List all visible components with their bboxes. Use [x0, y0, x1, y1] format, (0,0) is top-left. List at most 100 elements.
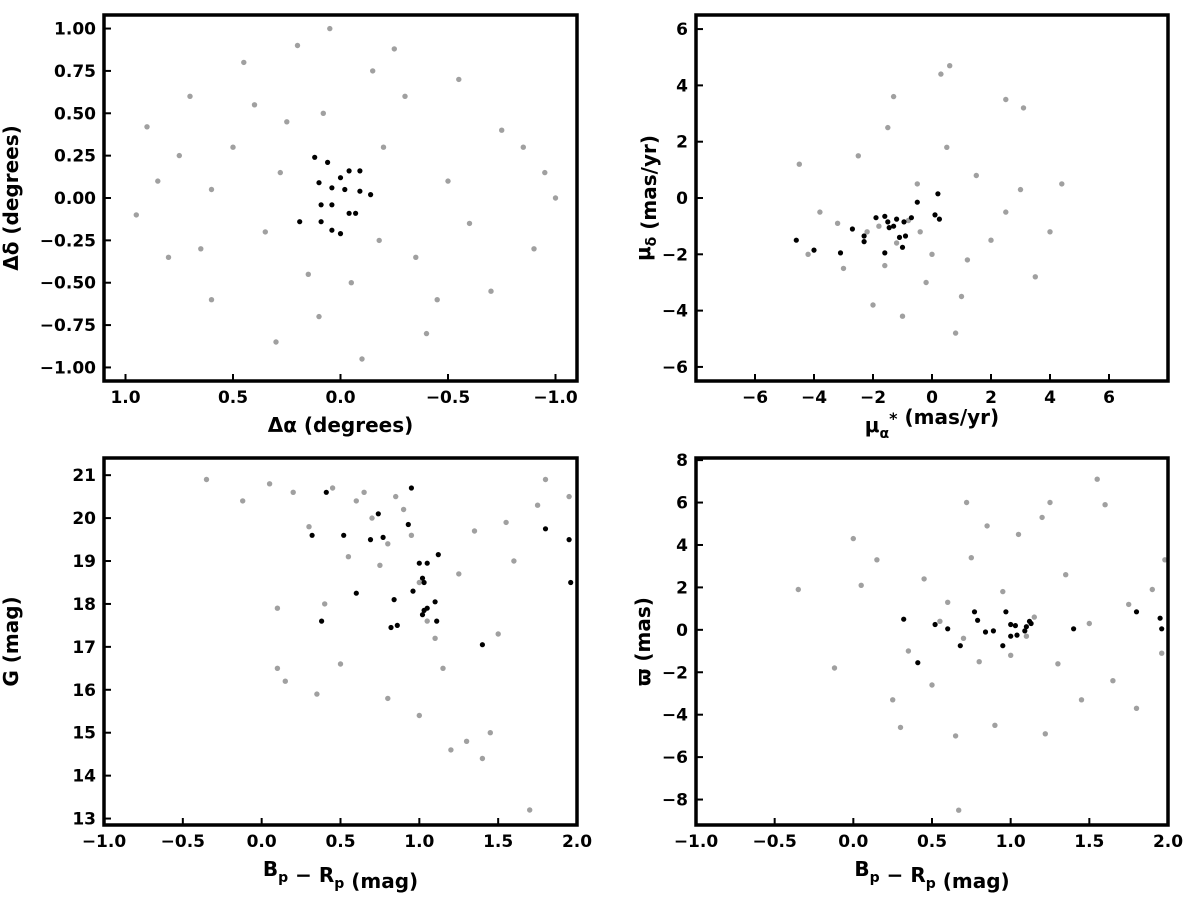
series-1 — [297, 154, 374, 237]
field-star-point — [964, 257, 971, 263]
member-star-point — [1008, 621, 1014, 628]
y-tick-label: 6 — [676, 494, 688, 514]
field-star-point — [445, 178, 451, 184]
field-star-point — [1047, 229, 1053, 235]
field-star-point — [890, 697, 896, 703]
y-tick-label: 17 — [72, 638, 96, 658]
field-star-point — [850, 535, 856, 542]
member-star-point — [408, 485, 414, 491]
field-star-point — [958, 293, 965, 300]
field-star-point — [552, 195, 559, 201]
x-tick-label: 1.0 — [996, 832, 1026, 852]
plot-frame — [102, 456, 579, 827]
field-star-point — [423, 330, 430, 337]
x-tick-label: 1.5 — [483, 832, 513, 852]
field-star-point — [1015, 531, 1022, 538]
y-tick-label: 4 — [676, 536, 688, 556]
member-star-point — [316, 180, 322, 186]
y-tick-label: 13 — [72, 810, 96, 830]
field-star-point — [840, 265, 847, 272]
member-star-point — [914, 199, 920, 205]
field-star-point — [864, 229, 870, 235]
y-tick-label: 0.50 — [54, 104, 96, 124]
member-star-point — [297, 219, 303, 225]
field-star-point — [795, 586, 801, 593]
field-star-point — [316, 313, 322, 320]
panel-parallax-color: −1.0 −0.5 0.0 0.5 1.0 1.5 2.0 8 6 4 2 0 −2 −4 −6 −8 Bp −… — [631, 451, 1183, 893]
member-star-point — [435, 552, 441, 558]
member-star-point — [367, 537, 374, 543]
field-star-point — [893, 240, 900, 246]
field-star-point — [805, 251, 811, 257]
y-tick-label: 20 — [72, 509, 96, 529]
field-star-point — [976, 659, 982, 665]
field-star-point — [890, 93, 897, 100]
x-axis-label: Δα (degrees) — [268, 413, 414, 437]
field-star-point — [187, 93, 193, 100]
member-star-point — [1012, 623, 1019, 629]
member-star-point — [932, 212, 938, 218]
x-tick-label: 0.5 — [325, 832, 355, 852]
y-tick-label: 0 — [676, 621, 688, 641]
field-star-point — [322, 601, 328, 607]
member-star-point — [932, 621, 938, 628]
member-star-point — [882, 250, 888, 256]
member-star-point — [861, 233, 867, 239]
member-star-point — [975, 617, 981, 623]
field-star-point — [208, 297, 215, 303]
field-star-point — [424, 618, 430, 624]
x-tick-label: −1.0 — [674, 832, 719, 852]
member-star-point — [357, 168, 363, 174]
field-star-point — [945, 599, 951, 605]
member-star-point — [410, 588, 416, 594]
field-star-point — [520, 144, 526, 150]
field-star-point — [534, 502, 541, 508]
x-tick-label: 1.0 — [404, 832, 434, 852]
member-star-point — [902, 233, 909, 239]
member-star-point — [990, 628, 997, 634]
member-star-point — [337, 231, 344, 237]
field-star-point — [402, 93, 408, 100]
x-tick-label: 4 — [1044, 388, 1056, 408]
member-star-point — [432, 599, 438, 605]
field-star-point — [1133, 705, 1140, 711]
field-star-point — [1020, 105, 1027, 111]
x-tick-label: 2.0 — [1153, 832, 1183, 852]
field-star-point — [434, 297, 440, 303]
field-star-point — [1003, 209, 1009, 215]
y-tick-label: 0 — [676, 189, 688, 209]
member-star-point — [1008, 633, 1014, 639]
field-star-point — [400, 506, 407, 513]
field-star-point — [432, 635, 438, 641]
member-star-point — [1023, 624, 1029, 630]
field-star-point — [1055, 661, 1061, 667]
field-star-point — [466, 220, 473, 227]
field-star-point — [133, 212, 139, 218]
field-star-point — [988, 237, 994, 243]
field-star-point — [348, 280, 354, 286]
series-1 — [793, 191, 943, 256]
x-tick-label: 2 — [985, 388, 997, 408]
field-star-point — [274, 605, 281, 611]
x-tick-label: −4 — [801, 388, 827, 408]
member-star-point — [318, 202, 324, 208]
field-star-point — [165, 254, 172, 260]
y-tick-label: 2 — [676, 133, 688, 153]
field-star-point — [391, 46, 397, 52]
field-star-point — [929, 682, 935, 688]
member-star-point — [901, 616, 907, 622]
field-star-point — [320, 110, 326, 117]
y-tick-label: 0.00 — [54, 189, 96, 209]
field-star-point — [413, 254, 419, 260]
field-star-point — [885, 124, 891, 131]
series-0 — [795, 476, 1168, 813]
field-star-point — [376, 237, 382, 244]
field-star-point — [353, 498, 359, 504]
x-tick-label: 1.0 — [110, 388, 140, 408]
y-tick-label: −8 — [662, 791, 688, 811]
field-star-point — [1008, 652, 1014, 658]
x-axis-label: Bp − Rp (mag) — [854, 857, 1009, 893]
y-axis-label: G (mag) — [0, 596, 23, 686]
member-star-point — [391, 597, 397, 603]
